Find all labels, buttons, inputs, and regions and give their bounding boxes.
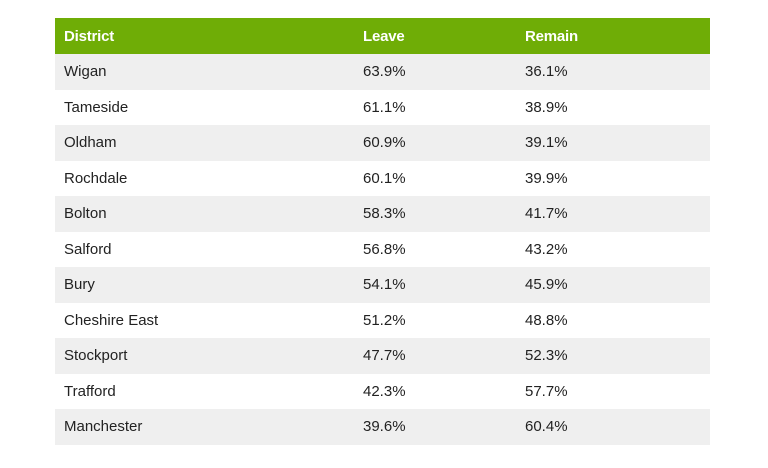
district-cell: Bolton xyxy=(55,196,354,232)
results-table-container: District Leave Remain Wigan 63.9% 36.1% Tam… xyxy=(55,18,710,445)
leave-cell: 47.7% xyxy=(354,338,516,374)
leave-cell: 60.1% xyxy=(354,160,516,196)
table-row: Bury 54.1% 45.9% xyxy=(55,267,710,303)
remain-cell: 41.7% xyxy=(516,196,710,232)
table-row: Stockport 47.7% 52.3% xyxy=(55,338,710,374)
remain-cell: 48.8% xyxy=(516,302,710,338)
table-row: Oldham 60.9% 39.1% xyxy=(55,125,710,161)
district-cell: Trafford xyxy=(55,373,354,409)
leave-cell: 51.2% xyxy=(354,302,516,338)
district-cell: Cheshire East xyxy=(55,302,354,338)
leave-cell: 63.9% xyxy=(354,54,516,90)
table-body: Wigan 63.9% 36.1% Tameside 61.1% 38.9% Oldham 6… xyxy=(55,54,710,445)
table-header-row: District Leave Remain xyxy=(55,18,710,54)
remain-cell: 39.9% xyxy=(516,160,710,196)
remain-cell: 43.2% xyxy=(516,231,710,267)
leave-cell: 54.1% xyxy=(354,267,516,303)
remain-cell: 36.1% xyxy=(516,54,710,90)
table-row: Trafford 42.3% 57.7% xyxy=(55,373,710,409)
table-row: Rochdale 60.1% 39.9% xyxy=(55,160,710,196)
remain-cell: 57.7% xyxy=(516,373,710,409)
district-cell: Rochdale xyxy=(55,160,354,196)
column-header-district: District xyxy=(55,18,354,54)
leave-cell: 61.1% xyxy=(354,89,516,125)
district-cell: Wigan xyxy=(55,54,354,90)
district-cell: Salford xyxy=(55,231,354,267)
column-header-remain: Remain xyxy=(516,18,710,54)
leave-cell: 42.3% xyxy=(354,373,516,409)
leave-cell: 58.3% xyxy=(354,196,516,232)
district-results-table: District Leave Remain Wigan 63.9% 36.1% Tam… xyxy=(55,18,710,445)
leave-cell: 56.8% xyxy=(354,231,516,267)
table-row: Bolton 58.3% 41.7% xyxy=(55,196,710,232)
district-cell: Stockport xyxy=(55,338,354,374)
district-cell: Tameside xyxy=(55,89,354,125)
leave-cell: 39.6% xyxy=(354,409,516,445)
remain-cell: 45.9% xyxy=(516,267,710,303)
remain-cell: 39.1% xyxy=(516,125,710,161)
leave-cell: 60.9% xyxy=(354,125,516,161)
remain-cell: 52.3% xyxy=(516,338,710,374)
table-row: Manchester 39.6% 60.4% xyxy=(55,409,710,445)
remain-cell: 60.4% xyxy=(516,409,710,445)
district-cell: Manchester xyxy=(55,409,354,445)
table-row: Tameside 61.1% 38.9% xyxy=(55,89,710,125)
table-row: Salford 56.8% 43.2% xyxy=(55,231,710,267)
district-cell: Oldham xyxy=(55,125,354,161)
column-header-leave: Leave xyxy=(354,18,516,54)
table-row: Cheshire East 51.2% 48.8% xyxy=(55,302,710,338)
remain-cell: 38.9% xyxy=(516,89,710,125)
district-cell: Bury xyxy=(55,267,354,303)
table-row: Wigan 63.9% 36.1% xyxy=(55,54,710,90)
